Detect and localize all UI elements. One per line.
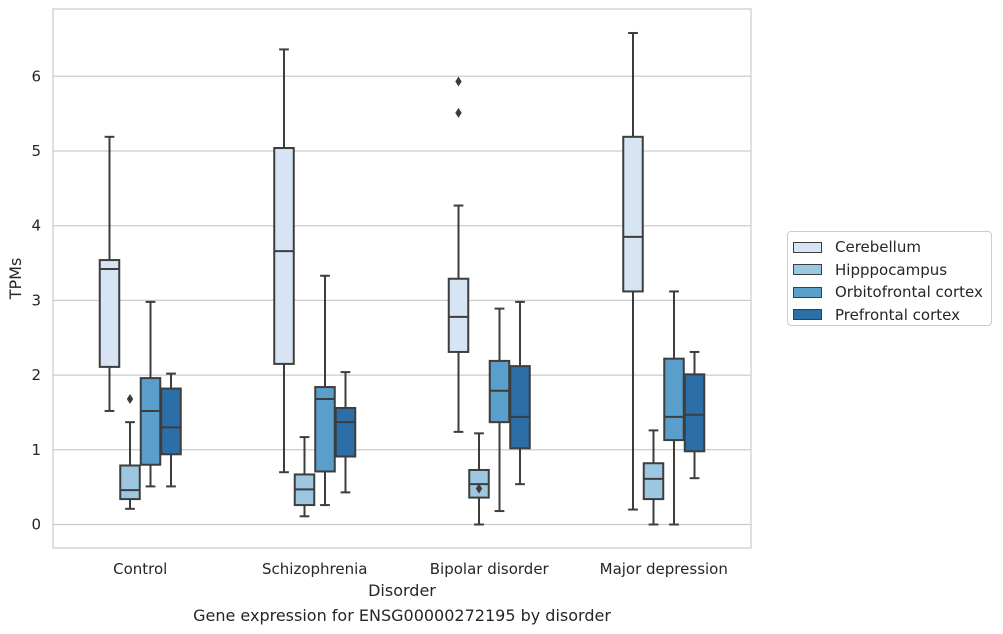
box-2-3	[663, 290, 685, 526]
box-0-1	[273, 48, 295, 474]
box-body	[622, 135, 644, 293]
box-body	[334, 406, 357, 458]
legend-label: Orbitofrontal cortex	[835, 283, 983, 302]
y-tick-label: 3	[31, 291, 41, 309]
y-tick-label: 4	[31, 217, 41, 235]
legend-item: Prefrontal cortex	[793, 304, 991, 327]
outlier-point	[455, 76, 462, 87]
chart-caption: Gene expression for ENSG00000272195 by d…	[193, 606, 611, 625]
y-tick-label: 6	[31, 67, 41, 85]
y-axis-ticks: 0 1 2 3 4 5 6	[31, 67, 41, 533]
y-tick-label: 2	[31, 366, 41, 384]
outlier-point	[475, 483, 483, 494]
boxes	[98, 31, 706, 526]
box-3-2	[509, 300, 531, 486]
box-0-2	[447, 76, 470, 433]
x-axis-ticks: Control Schizophrenia Bipolar disorder Majo…	[113, 560, 728, 578]
y-tick-label: 1	[31, 441, 41, 459]
y-tick-label: 5	[31, 142, 41, 160]
legend-swatch	[793, 264, 822, 276]
box-body	[683, 373, 706, 453]
box-0-3	[622, 31, 644, 511]
legend-label: Cerebellum	[835, 238, 921, 257]
y-axis-label: TPMs	[6, 258, 25, 301]
legend-item: Orbitofrontal cortex	[793, 281, 991, 304]
x-tick-label: Control	[113, 560, 167, 578]
legend: Cerebellum Hipppocampus Orbitofrontal cort…	[787, 231, 992, 326]
x-axis-label: Disorder	[368, 581, 436, 600]
legend-item: Hipppocampus	[793, 259, 991, 282]
box-body	[447, 277, 470, 353]
box-2-0	[139, 300, 162, 488]
box-body	[98, 259, 121, 368]
box-1-0	[119, 394, 141, 510]
box-body	[119, 464, 141, 501]
box-body	[160, 387, 182, 456]
outlier-point	[126, 394, 134, 405]
x-tick-label: Schizophrenia	[262, 560, 367, 578]
box-body	[139, 377, 162, 466]
box-3-3	[683, 350, 706, 480]
box-0-0	[98, 135, 121, 412]
box-body	[642, 462, 665, 501]
box-2-2	[488, 307, 511, 513]
box-body	[663, 357, 685, 442]
legend-label: Prefrontal cortex	[835, 305, 960, 324]
legend-swatch	[793, 286, 822, 298]
box-1-2	[468, 432, 490, 526]
x-tick-label: Bipolar disorder	[430, 560, 550, 578]
box-2-1	[314, 274, 336, 507]
box-1-1	[293, 436, 316, 518]
outlier-point	[455, 107, 462, 118]
box-3-0	[160, 372, 182, 488]
legend-item: Cerebellum	[793, 236, 991, 259]
box-body	[273, 147, 295, 365]
box-3-1	[334, 371, 357, 494]
y-tick-label: 0	[31, 516, 41, 534]
legend-swatch	[793, 241, 822, 253]
legend-swatch	[793, 309, 822, 321]
x-tick-label: Major depression	[600, 560, 728, 578]
legend-label: Hipppocampus	[835, 260, 948, 279]
box-body	[509, 365, 531, 450]
plot-frame	[52, 8, 752, 549]
box-1-3	[642, 429, 665, 526]
